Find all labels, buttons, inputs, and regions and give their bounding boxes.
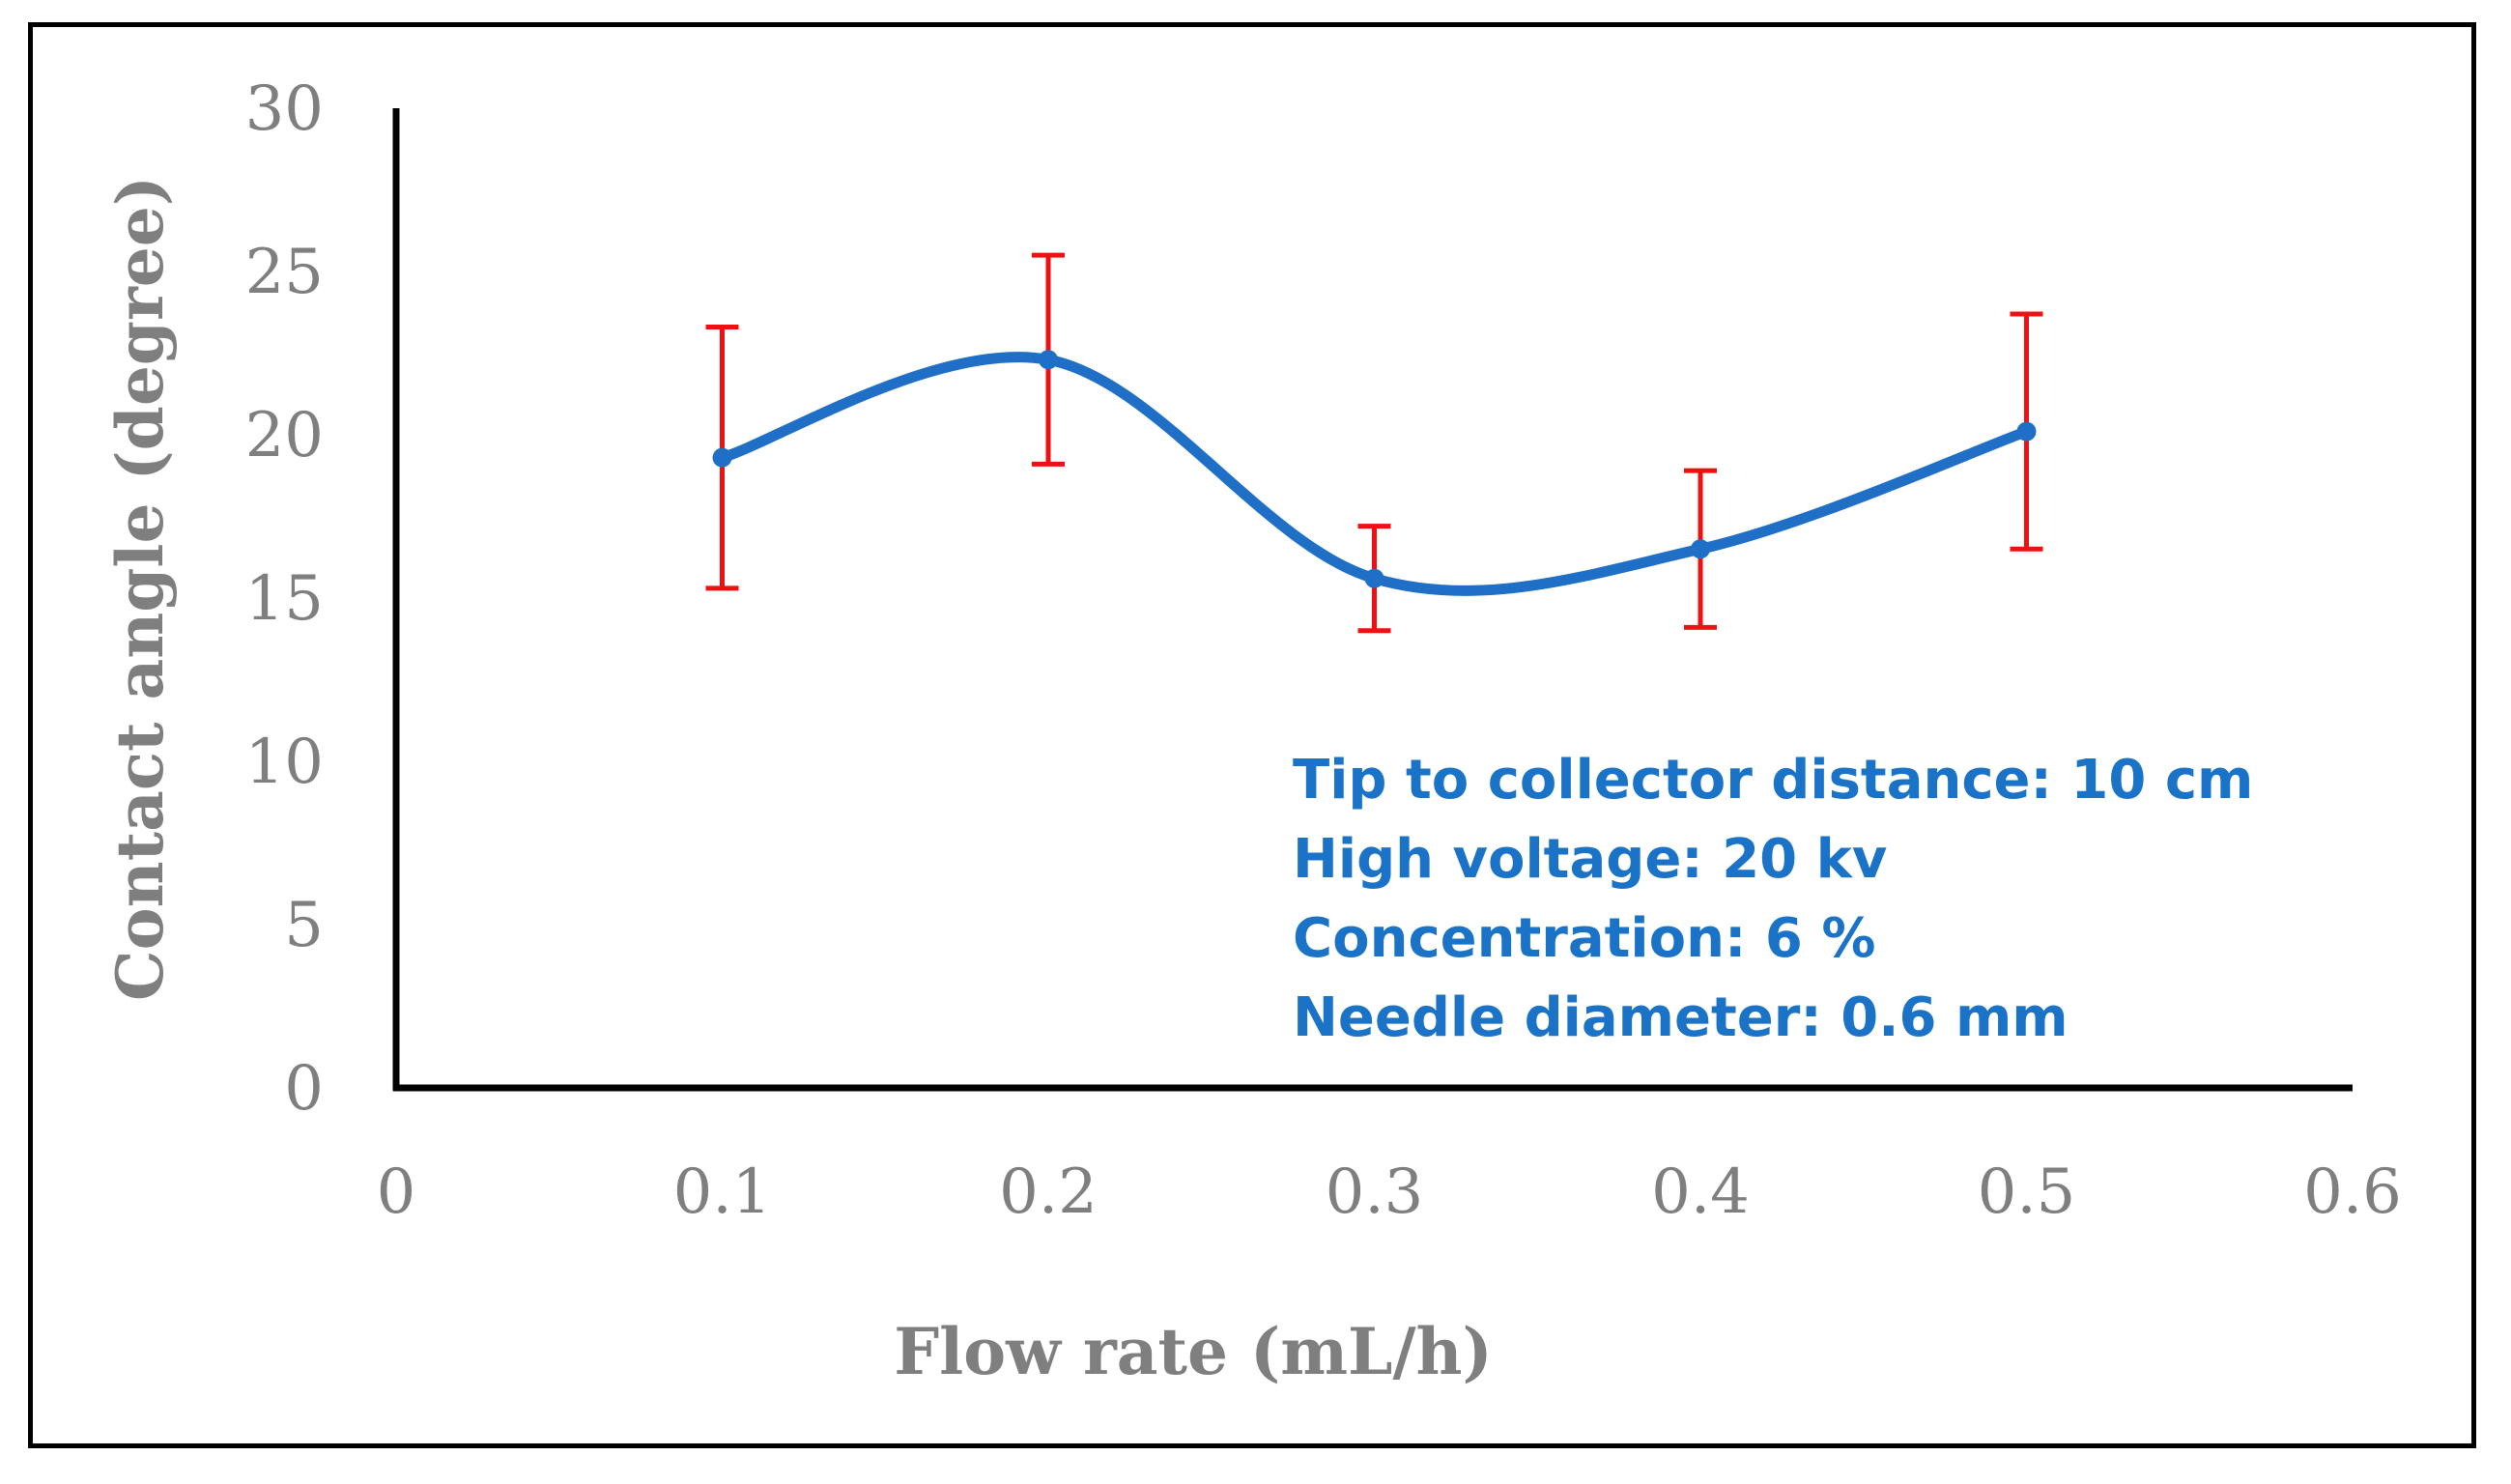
y-tick-label: 10	[245, 727, 324, 798]
x-tick-labels: 0 0.1 0.2 0.3 0.4 0.5 0.6	[377, 1156, 2402, 1228]
y-tick-label: 30	[245, 73, 324, 145]
x-tick-label: 0.4	[1651, 1156, 1750, 1228]
annotation-line-needle: Needle diameter: 0.6 mm	[1293, 986, 2069, 1049]
data-point	[2016, 421, 2037, 442]
y-tick-label: 0	[284, 1053, 324, 1125]
y-tick-label: 5	[284, 890, 324, 961]
annotation-line-voltage: High voltage: 20 kv	[1293, 828, 1887, 891]
data-points	[712, 350, 2037, 588]
annotation-line-concentration: Concentration: 6 %	[1293, 907, 1875, 970]
y-tick-label: 15	[245, 563, 324, 635]
data-point	[1364, 568, 1384, 588]
x-axis-title: Flow rate (mL/h)	[894, 1314, 1493, 1389]
axes	[392, 108, 2353, 1092]
annotation-box: Tip to collector distance: 10 cm High vo…	[1293, 749, 2253, 1049]
x-tick-label: 0.2	[999, 1156, 1098, 1228]
x-tick-label: 0.6	[2303, 1156, 2402, 1228]
x-tick-label: 0	[377, 1156, 416, 1228]
y-tick-labels: 0 5 10 15 20 25 30	[245, 73, 324, 1125]
y-tick-label: 25	[245, 237, 324, 308]
y-tick-label: 20	[245, 400, 324, 471]
x-tick-label: 0.3	[1326, 1156, 1424, 1228]
x-tick-label: 0.1	[673, 1156, 772, 1228]
y-axis-title: Contact angle (degree)	[102, 176, 178, 1001]
chart-frame	[28, 22, 2476, 1448]
data-point	[1039, 350, 1058, 370]
x-tick-label: 0.5	[1978, 1156, 2076, 1228]
data-point	[1691, 539, 1710, 559]
annotation-line-distance: Tip to collector distance: 10 cm	[1293, 749, 2253, 812]
data-point	[712, 447, 732, 468]
